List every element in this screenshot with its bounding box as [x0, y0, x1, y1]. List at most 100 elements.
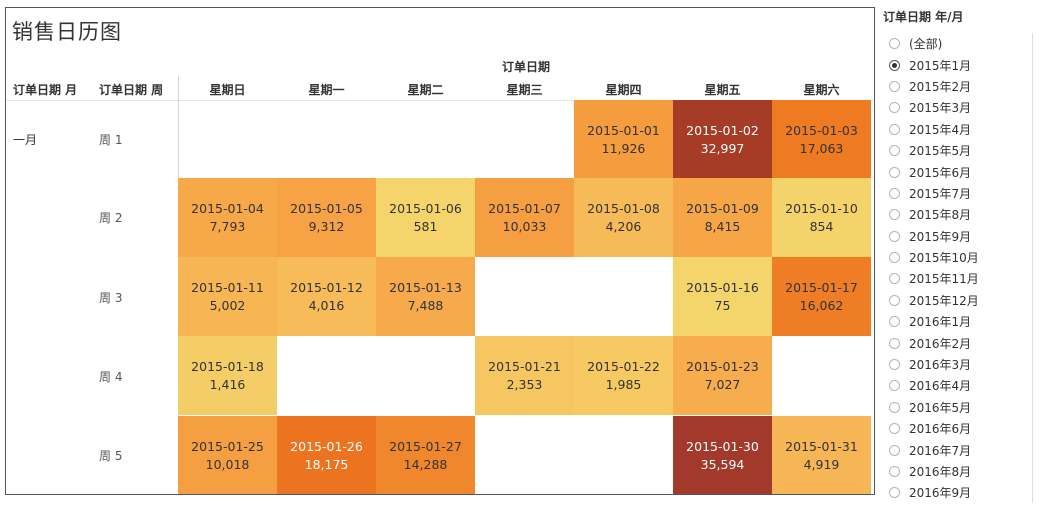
- radio-button[interactable]: [889, 273, 900, 285]
- cell-value: 10,033: [502, 218, 547, 234]
- filter-option[interactable]: 2016年1月: [883, 311, 1032, 332]
- calendar-cell[interactable]: 2015-01-03 17,063: [772, 100, 871, 179]
- radio-button[interactable]: [889, 337, 900, 349]
- filter-option-label: 2015年7月: [909, 186, 972, 201]
- filter-options-list[interactable]: (全部) 2015年1月 2015年2月 2015年3月 2015年4月 2015年5月 2…: [883, 33, 1033, 503]
- calendar-cell[interactable]: 2015-01-13 7,488: [376, 257, 475, 336]
- calendar-cell[interactable]: 2015-01-12 4,016: [277, 257, 376, 336]
- filter-option[interactable]: 2015年3月: [883, 97, 1032, 118]
- calendar-cell[interactable]: 2015-01-27 14,288: [376, 416, 475, 494]
- cell-date: 2015-01-16: [686, 279, 759, 295]
- calendar-cell[interactable]: 2015-01-07 10,033: [475, 178, 574, 257]
- filter-option[interactable]: 2015年10月: [883, 247, 1032, 268]
- filter-option[interactable]: (全部): [883, 33, 1032, 54]
- filter-option[interactable]: 2015年5月: [883, 140, 1032, 161]
- radio-button[interactable]: [889, 487, 900, 499]
- filter-option-label: (全部): [909, 37, 943, 52]
- filter-option[interactable]: 2016年8月: [883, 461, 1032, 482]
- calendar-cell[interactable]: 2015-01-18 1,416: [178, 336, 277, 415]
- radio-button[interactable]: [889, 316, 900, 328]
- filter-option[interactable]: 2016年6月: [883, 418, 1032, 439]
- radio-button[interactable]: [889, 123, 900, 135]
- filter-option[interactable]: 2015年11月: [883, 268, 1032, 289]
- filter-option[interactable]: 2015年1月: [883, 54, 1032, 75]
- page-title: 销售日历图: [12, 20, 122, 44]
- cell-value: 581: [413, 218, 438, 234]
- filter-option[interactable]: 2015年6月: [883, 161, 1032, 182]
- calendar-cell[interactable]: 2015-01-04 7,793: [178, 178, 277, 257]
- filter-option-label: 2015年10月: [909, 251, 979, 266]
- day-header-wed: 星期三: [506, 83, 543, 97]
- radio-button[interactable]: [889, 294, 900, 306]
- radio-button[interactable]: [889, 209, 900, 221]
- radio-button[interactable]: [889, 102, 900, 114]
- filter-option-label: 2016年7月: [909, 443, 972, 458]
- week-label-3: 周 3: [99, 291, 123, 305]
- cell-value: 32,997: [700, 140, 745, 156]
- radio-button[interactable]: [889, 230, 900, 242]
- column-header-title: 订单日期: [501, 60, 550, 74]
- cell-value: 1,416: [209, 376, 246, 392]
- calendar-cell[interactable]: 2015-01-06 581: [376, 178, 475, 257]
- filter-option-label: 2016年9月: [909, 486, 972, 501]
- calendar-cell[interactable]: 2015-01-23 7,027: [673, 336, 772, 415]
- calendar-cell[interactable]: 2015-01-02 32,997: [673, 100, 772, 179]
- cell-date: 2015-01-08: [587, 200, 660, 216]
- radio-button[interactable]: [889, 59, 900, 71]
- filter-option[interactable]: 2015年7月: [883, 183, 1032, 204]
- filter-option-label: 2015年1月: [909, 58, 972, 73]
- calendar-cell[interactable]: 2015-01-08 4,206: [574, 178, 673, 257]
- day-header-mon: 星期一: [308, 83, 345, 97]
- filter-option-label: 2015年5月: [909, 144, 972, 159]
- radio-button[interactable]: [889, 444, 900, 456]
- calendar-cell[interactable]: 2015-01-16 75: [673, 257, 772, 336]
- cell-date: 2015-01-06: [389, 200, 462, 216]
- radio-button[interactable]: [889, 466, 900, 477]
- filter-option-label: 2016年1月: [909, 315, 972, 330]
- cell-date: 2015-01-09: [686, 200, 759, 216]
- filter-option[interactable]: 2016年2月: [883, 332, 1032, 353]
- filter-option[interactable]: 2015年12月: [883, 290, 1032, 311]
- radio-button[interactable]: [889, 423, 900, 435]
- radio-button[interactable]: [889, 80, 900, 92]
- radio-button[interactable]: [889, 380, 900, 392]
- filter-option[interactable]: 2016年9月: [883, 482, 1032, 503]
- cell-value: 17,063: [799, 140, 844, 156]
- calendar-cell[interactable]: 2015-01-05 9,312: [277, 178, 376, 257]
- filter-option[interactable]: 2016年4月: [883, 375, 1032, 396]
- radio-button[interactable]: [889, 166, 900, 178]
- calendar-cell[interactable]: 2015-01-01 11,926: [574, 100, 673, 179]
- calendar-cell[interactable]: 2015-01-30 35,594: [673, 416, 772, 494]
- filter-option[interactable]: 2015年4月: [883, 119, 1032, 140]
- cell-value: 35,594: [700, 456, 745, 472]
- calendar-cell[interactable]: 2015-01-21 2,353: [475, 336, 574, 415]
- calendar-cell[interactable]: 2015-01-25 10,018: [178, 416, 277, 494]
- radio-button[interactable]: [889, 252, 900, 264]
- radio-button[interactable]: [889, 145, 900, 157]
- month-filter: 订单日期 年/月 (全部) 2015年1月 2015年2月 2015年3月 2015年4…: [883, 8, 1033, 508]
- radio-button[interactable]: [889, 359, 900, 371]
- week-label-4: 周 4: [99, 370, 123, 384]
- cell-date: 2015-01-17: [785, 279, 858, 295]
- calendar-cell[interactable]: 2015-01-09 8,415: [673, 178, 772, 257]
- filter-option[interactable]: 2016年3月: [883, 354, 1032, 375]
- filter-option[interactable]: 2015年2月: [883, 76, 1032, 97]
- filter-option[interactable]: 2016年7月: [883, 439, 1032, 460]
- radio-button[interactable]: [889, 38, 900, 50]
- filter-option[interactable]: 2015年8月: [883, 204, 1032, 225]
- filter-option[interactable]: 2016年5月: [883, 397, 1032, 418]
- calendar-cell[interactable]: 2015-01-26 18,175: [277, 416, 376, 494]
- calendar-cell[interactable]: 2015-01-31 4,919: [772, 416, 871, 494]
- radio-button[interactable]: [889, 187, 900, 199]
- calendar-cell[interactable]: 2015-01-11 5,002: [178, 257, 277, 336]
- calendar-cell[interactable]: 2015-01-22 1,985: [574, 336, 673, 415]
- cell-value: 1,985: [605, 376, 642, 392]
- filter-option[interactable]: 2015年9月: [883, 226, 1032, 247]
- calendar-viz: 销售日历图 订单日期 订单日期 月 订单日期 周 星期日 星期一 星期二 星期三…: [5, 7, 875, 495]
- cell-date: 2015-01-05: [290, 200, 363, 216]
- filter-option-label: 2016年3月: [909, 358, 972, 373]
- calendar-cell[interactable]: 2015-01-10 854: [772, 178, 871, 257]
- radio-button[interactable]: [889, 401, 900, 413]
- calendar-cell[interactable]: 2015-01-17 16,062: [772, 257, 871, 336]
- filter-option-label: 2016年8月: [909, 465, 972, 479]
